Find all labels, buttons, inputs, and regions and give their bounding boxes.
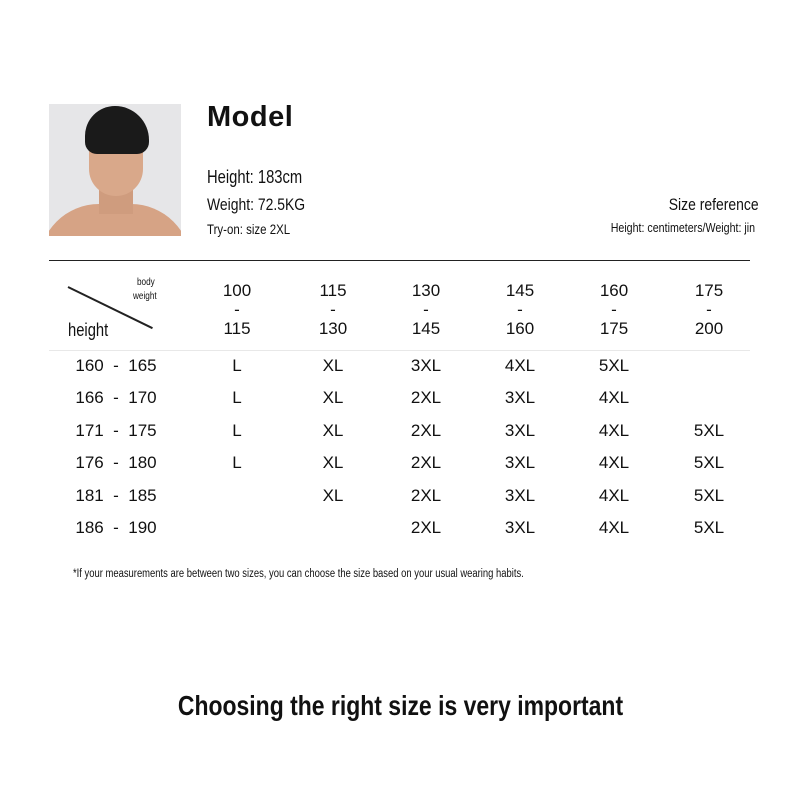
weight-range-from: 175 [694, 281, 724, 300]
weight-range-from: 145 [505, 281, 535, 300]
size-cell: XL [322, 356, 344, 375]
size-cell: 5XL [693, 453, 725, 472]
size-cell: 4XL [598, 388, 630, 407]
height-range-cell: 186 - 190 [75, 518, 157, 537]
divider [49, 260, 750, 261]
weight-range-sep: - [611, 300, 617, 319]
weight-range-to: 145 [411, 319, 441, 338]
model-photo [49, 104, 181, 236]
model-height: Height: 183cm [207, 167, 303, 187]
weight-range-from: 130 [411, 281, 441, 300]
size-cell: 3XL [504, 421, 536, 440]
weight-range-from: 115 [319, 281, 347, 300]
weight-column-header: 115-130 [293, 281, 373, 338]
size-cell: 3XL [504, 486, 536, 505]
size-cell: 5XL [693, 486, 725, 505]
size-cell: L [232, 421, 242, 440]
weight-range-to: 175 [599, 319, 629, 338]
size-cell: 5XL [598, 356, 630, 375]
size-cell: XL [322, 453, 344, 472]
size-cell: L [232, 356, 242, 375]
weight-range-to: 200 [694, 319, 724, 338]
size-cell: 3XL [410, 356, 442, 375]
weight-range-sep: - [423, 300, 429, 319]
size-cell: XL [322, 421, 344, 440]
size-cell: 5XL [693, 421, 725, 440]
weight-range-sep: - [706, 300, 712, 319]
weight-column-header: 160-175 [574, 281, 654, 338]
size-cell: 2XL [410, 486, 442, 505]
size-note: *If your measurements are between two si… [73, 568, 524, 580]
size-cell: L [232, 453, 242, 472]
height-range-cell: 181 - 185 [75, 486, 157, 505]
size-cell: 4XL [504, 356, 536, 375]
weight-range-sep: - [517, 300, 523, 319]
size-cell: 5XL [693, 518, 725, 537]
size-cell: XL [322, 486, 344, 505]
size-cell: L [232, 388, 242, 407]
weight-range-from: 160 [599, 281, 629, 300]
size-cell: 2XL [410, 518, 442, 537]
footer-slogan: Choosing the right size is very importan… [177, 690, 623, 721]
weight-column-header: 175-200 [669, 281, 749, 338]
header-divider [49, 350, 750, 351]
model-weight: Weight: 72.5KG [207, 195, 306, 214]
corner-label-weight: body weight [133, 277, 157, 302]
size-cell: XL [322, 388, 344, 407]
weight-range-sep: - [234, 300, 240, 319]
size-cell: 4XL [598, 486, 630, 505]
size-cell: 4XL [598, 518, 630, 537]
height-range-cell: 160 - 165 [75, 356, 157, 375]
weight-range-to: 160 [505, 319, 535, 338]
size-cell: 2XL [410, 453, 442, 472]
size-cell: 3XL [504, 453, 536, 472]
size-cell: 4XL [598, 421, 630, 440]
weight-range-to: 115 [223, 319, 251, 338]
model-title: Model [207, 101, 294, 133]
height-range-cell: 171 - 175 [75, 421, 157, 440]
size-cell: 3XL [504, 388, 536, 407]
size-reference-units: Height: centimeters/Weight: jin [610, 220, 755, 235]
size-cell: 2XL [410, 421, 442, 440]
height-range-cell: 176 - 180 [75, 453, 157, 472]
weight-column-header: 100-115 [197, 281, 277, 338]
height-range-cell: 166 - 170 [75, 388, 157, 407]
model-tryon-size: Try-on: size 2XL [207, 221, 291, 237]
weight-range-sep: - [330, 300, 336, 319]
weight-range-to: 130 [318, 319, 348, 338]
weight-column-header: 130-145 [386, 281, 466, 338]
corner-label-height: height [68, 320, 109, 340]
weight-range-from: 100 [222, 281, 252, 300]
size-reference-title: Size reference [669, 195, 759, 214]
size-cell: 2XL [410, 388, 442, 407]
size-cell: 3XL [504, 518, 536, 537]
weight-column-header: 145-160 [480, 281, 560, 338]
size-cell: 4XL [598, 453, 630, 472]
